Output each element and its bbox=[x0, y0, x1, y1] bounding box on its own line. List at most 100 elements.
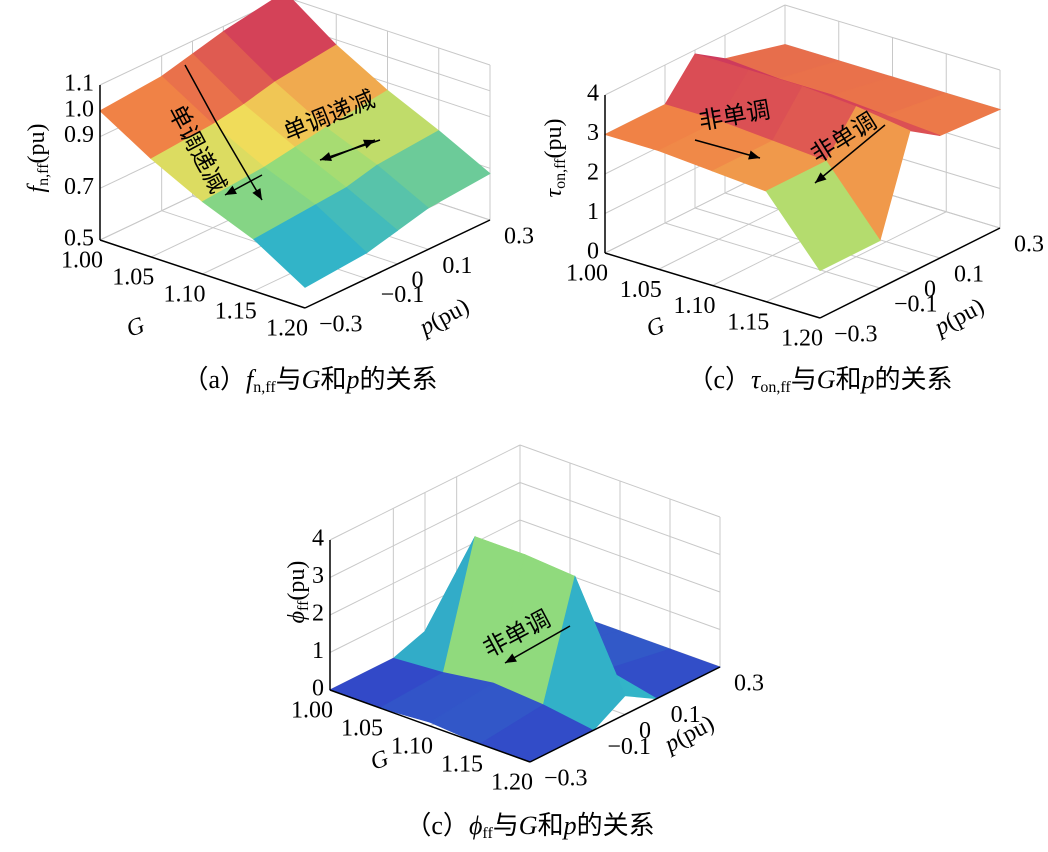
caption-part: （c） bbox=[405, 811, 469, 840]
caption-part: （a） bbox=[183, 365, 247, 394]
caption-part: 和 bbox=[836, 365, 862, 394]
caption-part: 和 bbox=[320, 365, 346, 394]
y-tick-label: 0 bbox=[924, 277, 936, 303]
caption-part: 的关系 bbox=[875, 365, 953, 394]
z-axis-label: fn,ff(pu) bbox=[24, 123, 52, 192]
caption-part: f bbox=[246, 365, 257, 394]
caption-part: 与 bbox=[493, 811, 519, 840]
z-label-main: τ bbox=[541, 187, 567, 197]
arrow bbox=[184, 64, 263, 201]
caption-part: 和 bbox=[538, 811, 564, 840]
x-axis bbox=[99, 239, 306, 309]
z-axis-label: ϕff(pu) bbox=[284, 561, 312, 624]
y-tick-label: −0.1 bbox=[381, 282, 425, 308]
z-label-sub: n,ff bbox=[35, 163, 52, 186]
y-tick-label: 0.3 bbox=[504, 224, 534, 250]
arrow-head bbox=[225, 185, 237, 195]
x-tick-label: 1.05 bbox=[620, 277, 662, 303]
caption-part: n,ff bbox=[253, 379, 276, 396]
x-tick-label: 1.15 bbox=[727, 309, 769, 335]
caption-part: G bbox=[302, 365, 321, 394]
caption-part: ff bbox=[482, 825, 493, 842]
caption-part: τ bbox=[751, 365, 762, 394]
caption-part: G bbox=[817, 365, 836, 394]
arrow bbox=[504, 625, 571, 664]
x-axis-label: G bbox=[123, 312, 148, 342]
y-axis bbox=[304, 219, 491, 309]
z-tick-label: 1 bbox=[312, 638, 324, 664]
z-label-sub: ff bbox=[295, 600, 312, 611]
x-tick-label: 1.00 bbox=[61, 248, 103, 274]
y-tick-label: −0.3 bbox=[544, 766, 588, 792]
x-tick-label: 1.00 bbox=[291, 698, 333, 724]
z-label-main: ϕ bbox=[284, 611, 310, 623]
caption-part: p bbox=[860, 365, 875, 394]
z-tick-label: 3 bbox=[312, 563, 324, 589]
arrow-head bbox=[320, 152, 332, 161]
z-tick-label: 1 bbox=[587, 199, 599, 225]
caption-part: G bbox=[519, 811, 538, 840]
caption-part: ϕ bbox=[469, 811, 482, 840]
surface-patch bbox=[765, 160, 881, 272]
x-tick-label: 1.20 bbox=[266, 316, 308, 342]
z-tick-label: 4 bbox=[312, 526, 324, 552]
arrow bbox=[694, 139, 761, 159]
caption: （a）fn,ff与G和p的关系 bbox=[183, 365, 438, 396]
x-tick-label: 1.00 bbox=[566, 261, 608, 287]
z-label-unit: (pu) bbox=[24, 123, 50, 163]
z-tick-label: 0.7 bbox=[64, 174, 94, 200]
y-tick-label: −0.1 bbox=[607, 734, 651, 760]
x-tick-label: 1.20 bbox=[781, 326, 823, 352]
z-tick-label: 1.0 bbox=[64, 96, 94, 122]
y-tick-label: 0 bbox=[412, 268, 424, 294]
x-tick-label: 1.10 bbox=[391, 734, 433, 760]
x-tick-label: 1.15 bbox=[441, 752, 483, 778]
x-axis-label: G bbox=[643, 312, 668, 342]
caption-part: on,ff bbox=[760, 379, 791, 396]
y-tick-label: −0.3 bbox=[319, 312, 363, 338]
caption-part: 的关系 bbox=[359, 365, 437, 394]
z-tick-label: 0 bbox=[312, 676, 324, 702]
x-tick-label: 1.10 bbox=[164, 282, 206, 308]
z-tick-label: 0 bbox=[587, 239, 599, 265]
caption-part: 的关系 bbox=[577, 811, 655, 840]
z-label-unit: (pu) bbox=[284, 561, 310, 601]
y-axis bbox=[819, 227, 1001, 319]
y-tick-label: 0 bbox=[639, 718, 651, 744]
y-tick-label: −0.1 bbox=[894, 292, 938, 318]
z-label-sub: on,ff bbox=[552, 158, 569, 189]
caption: （c）ϕff与G和p的关系 bbox=[405, 811, 654, 842]
z-tick-label: 2 bbox=[312, 601, 324, 627]
z-tick-label: 2 bbox=[587, 160, 599, 186]
caption-part: p bbox=[562, 811, 577, 840]
y-tick-label: 0.3 bbox=[1014, 232, 1044, 258]
z-axis-label: τon,ff(pu) bbox=[541, 119, 569, 198]
x-axis-label: G bbox=[367, 745, 392, 775]
y-tick-label: 0.1 bbox=[671, 702, 701, 728]
caption: （c）τon,ff与G和p的关系 bbox=[687, 365, 952, 396]
x-tick-label: 1.20 bbox=[491, 770, 533, 796]
x-tick-label: 1.15 bbox=[215, 299, 257, 325]
surface-patch bbox=[253, 204, 368, 288]
caption-part: p bbox=[344, 365, 359, 394]
z-tick-label: 0.9 bbox=[64, 122, 94, 148]
z-tick-label: 0.5 bbox=[64, 226, 94, 252]
x-axis bbox=[604, 252, 821, 319]
y-tick-label: 0.1 bbox=[442, 253, 472, 279]
grid-line bbox=[766, 211, 947, 303]
y-tick-label: −0.3 bbox=[834, 322, 878, 348]
caption-part: （c） bbox=[687, 365, 751, 394]
z-label-main: f bbox=[24, 183, 50, 193]
arrow-head bbox=[252, 188, 262, 200]
x-axis bbox=[329, 689, 531, 763]
z-label-unit: (pu) bbox=[541, 119, 567, 159]
y-axis bbox=[529, 666, 721, 763]
z-tick-label: 1.1 bbox=[64, 71, 94, 97]
z-tick-label: 3 bbox=[587, 120, 599, 146]
x-tick-label: 1.05 bbox=[341, 716, 383, 742]
y-tick-label: 0.3 bbox=[734, 671, 764, 697]
z-tick-label: 4 bbox=[587, 81, 599, 107]
caption-part: 与 bbox=[791, 365, 817, 394]
arrow-head bbox=[815, 172, 827, 183]
